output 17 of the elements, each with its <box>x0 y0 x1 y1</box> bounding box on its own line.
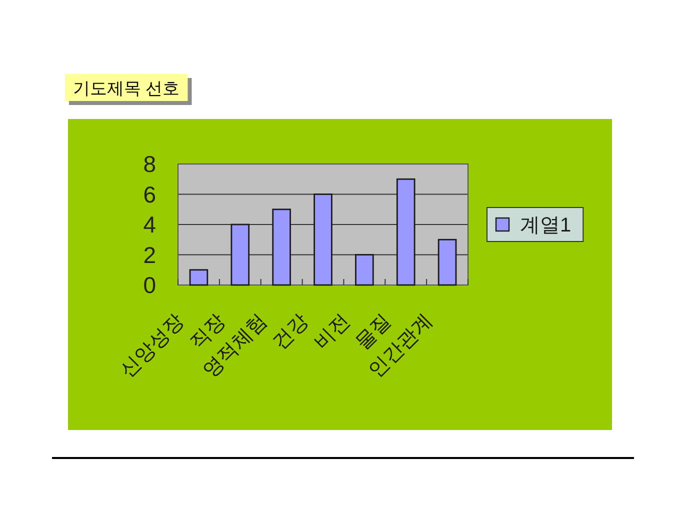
y-tick-label: 0 <box>143 272 156 298</box>
y-tick-label: 2 <box>143 242 156 268</box>
x-tick-label: 비전 <box>310 310 354 354</box>
bar <box>230 224 250 286</box>
y-tick-label: 4 <box>143 212 156 238</box>
bar <box>438 238 457 286</box>
bar <box>314 194 332 286</box>
chart-title: 기도제목 선호 <box>73 79 180 98</box>
y-tick-label: 8 <box>143 151 156 177</box>
x-tick-label: 건강 <box>268 310 313 354</box>
bar <box>272 208 291 286</box>
bar <box>396 178 416 286</box>
legend-label: 계열1 <box>520 214 572 236</box>
legend: 계열1 <box>486 207 584 242</box>
bar <box>189 269 208 286</box>
bar <box>355 254 374 286</box>
y-tick-label: 6 <box>143 181 156 208</box>
